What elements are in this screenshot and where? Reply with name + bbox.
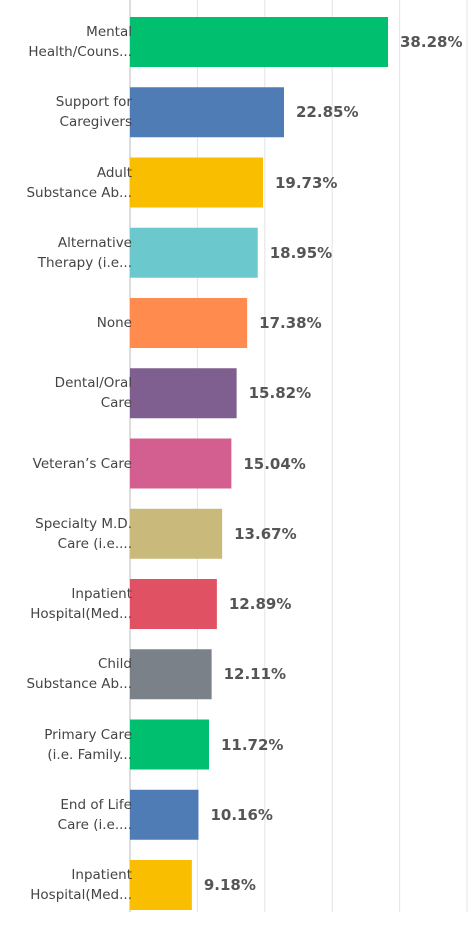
value-label: 11.72% <box>220 735 284 754</box>
value-label: 22.85% <box>296 103 359 122</box>
bar <box>130 508 223 559</box>
value-label: 19.73% <box>274 173 338 192</box>
category-label: End of Life Care (i.e.... <box>57 796 132 833</box>
bar <box>130 157 263 208</box>
value-label: 12.89% <box>228 595 292 613</box>
category-label: Primary Care (i.e. Family... <box>44 726 132 763</box>
category-label: Inpatient Hospital(Med... <box>30 586 132 622</box>
value-label: 9.18% <box>203 876 256 894</box>
bar <box>130 298 248 348</box>
value-label: 10.16% <box>210 805 273 824</box>
category-label: Dental/Oral Care <box>54 375 132 412</box>
category-label: Support for Caregivers <box>55 94 132 131</box>
value-label: 17.38% <box>259 314 322 332</box>
bar <box>130 649 212 700</box>
category-label: Child Substance Ab... <box>26 656 132 693</box>
value-label: 15.82% <box>248 384 312 403</box>
category-label: Mental Health/Couns... <box>28 24 132 60</box>
bar <box>130 789 199 840</box>
bar <box>130 579 217 629</box>
value-label: 38.28% <box>400 33 463 51</box>
value-label: 13.67% <box>234 524 297 543</box>
bar <box>130 438 232 489</box>
bar <box>130 227 258 278</box>
bar <box>130 860 192 910</box>
value-label: 12.11% <box>223 665 287 684</box>
bar <box>130 368 237 419</box>
bar <box>130 17 389 67</box>
category-label: Adult Substance Ab... <box>26 164 132 201</box>
value-label: 15.04% <box>243 454 306 473</box>
category-label: Veteran’s Care <box>32 455 132 472</box>
bar <box>130 719 209 770</box>
bar <box>130 87 285 138</box>
category-label: Specialty M.D. Care (i.e.... <box>35 515 132 552</box>
value-label: 18.95% <box>269 243 333 262</box>
category-label: Inpatient Hospital(Med... <box>30 867 132 903</box>
category-label: Alternative Therapy (i.e... <box>37 234 132 271</box>
category-label: None <box>96 315 132 331</box>
